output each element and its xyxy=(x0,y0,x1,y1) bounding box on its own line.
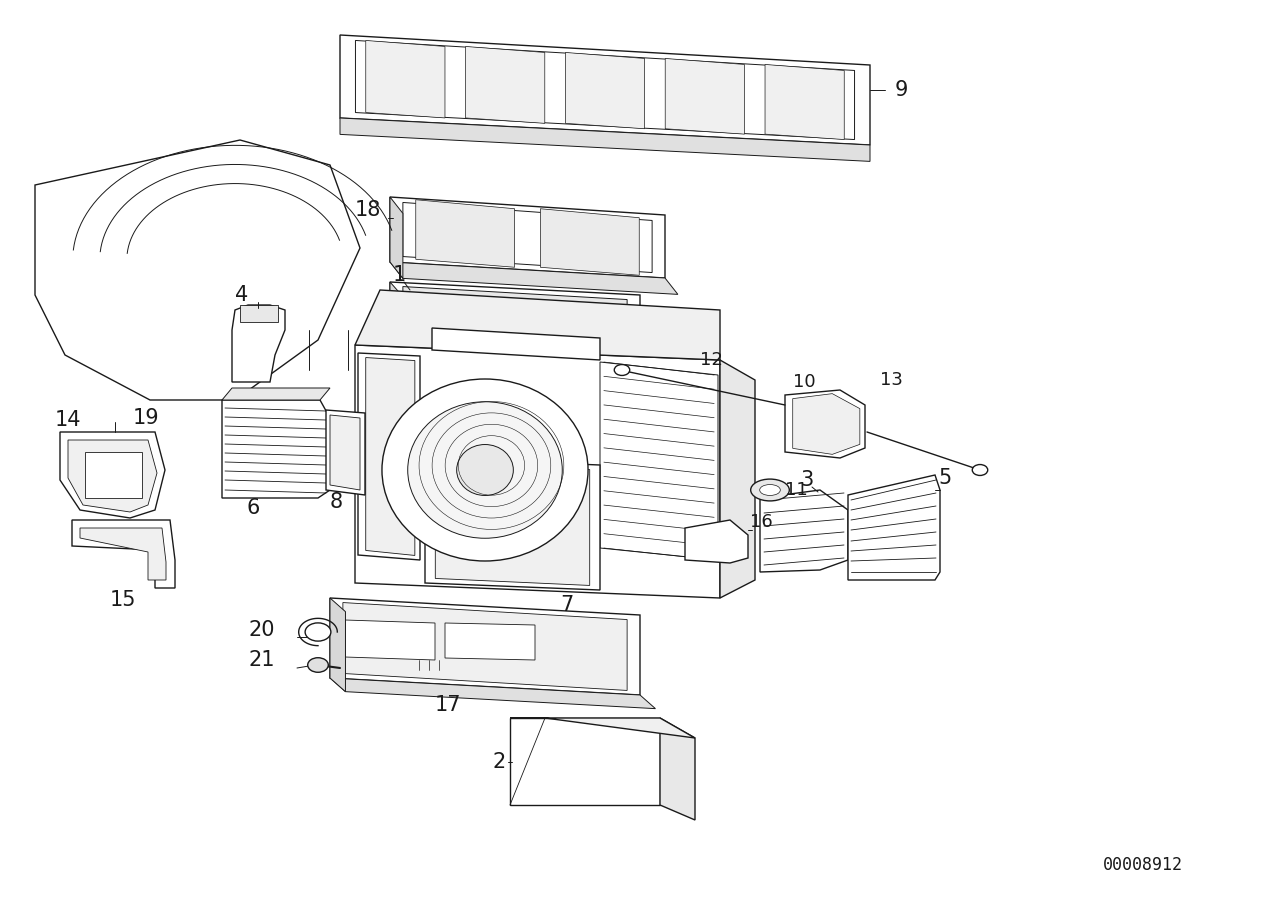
Polygon shape xyxy=(390,282,403,348)
Text: 16: 16 xyxy=(750,513,773,531)
Polygon shape xyxy=(390,197,403,278)
Polygon shape xyxy=(465,46,545,124)
Text: 14: 14 xyxy=(55,410,81,430)
Polygon shape xyxy=(510,718,659,805)
Ellipse shape xyxy=(305,623,331,642)
Polygon shape xyxy=(355,40,854,139)
Polygon shape xyxy=(35,140,361,400)
Polygon shape xyxy=(403,287,627,340)
Polygon shape xyxy=(68,440,157,512)
Text: 2: 2 xyxy=(492,752,505,772)
Polygon shape xyxy=(416,199,515,268)
Polygon shape xyxy=(390,262,677,294)
Text: 1: 1 xyxy=(393,265,406,285)
Ellipse shape xyxy=(751,479,790,501)
Polygon shape xyxy=(792,394,860,454)
Ellipse shape xyxy=(972,464,988,475)
Polygon shape xyxy=(80,528,166,580)
Ellipse shape xyxy=(760,484,781,495)
Polygon shape xyxy=(431,328,600,360)
Polygon shape xyxy=(765,65,844,139)
Polygon shape xyxy=(330,678,656,709)
Text: 12: 12 xyxy=(699,351,723,369)
Text: 10: 10 xyxy=(793,373,815,391)
Polygon shape xyxy=(340,35,869,145)
Ellipse shape xyxy=(457,444,514,495)
Ellipse shape xyxy=(383,379,589,561)
Text: 3: 3 xyxy=(800,470,813,490)
Polygon shape xyxy=(222,400,330,498)
Polygon shape xyxy=(760,490,848,572)
Text: 4: 4 xyxy=(234,285,249,305)
Polygon shape xyxy=(403,202,652,272)
Polygon shape xyxy=(358,353,420,560)
Polygon shape xyxy=(685,520,748,563)
Polygon shape xyxy=(541,208,639,275)
Polygon shape xyxy=(340,118,869,161)
Polygon shape xyxy=(510,718,696,738)
Polygon shape xyxy=(659,718,696,820)
Ellipse shape xyxy=(614,365,630,376)
Polygon shape xyxy=(222,388,330,400)
Text: 6: 6 xyxy=(247,498,260,518)
Text: 13: 13 xyxy=(880,371,903,389)
Text: 8: 8 xyxy=(330,492,343,512)
Polygon shape xyxy=(720,360,755,598)
Polygon shape xyxy=(240,305,278,322)
Polygon shape xyxy=(355,345,720,598)
Polygon shape xyxy=(61,432,165,518)
Polygon shape xyxy=(343,602,627,691)
Polygon shape xyxy=(366,40,444,118)
Polygon shape xyxy=(425,458,600,590)
Polygon shape xyxy=(390,197,665,278)
Polygon shape xyxy=(355,290,720,360)
Text: 9: 9 xyxy=(895,80,908,100)
Polygon shape xyxy=(330,598,345,692)
Polygon shape xyxy=(665,58,744,134)
Polygon shape xyxy=(390,282,640,345)
Polygon shape xyxy=(390,333,653,359)
Text: 19: 19 xyxy=(133,408,160,428)
Text: 17: 17 xyxy=(435,695,461,715)
Polygon shape xyxy=(444,623,535,660)
Polygon shape xyxy=(85,452,142,498)
Text: 18: 18 xyxy=(355,200,381,220)
Text: 00008912: 00008912 xyxy=(1103,855,1182,874)
Polygon shape xyxy=(232,305,285,382)
Text: 5: 5 xyxy=(938,468,952,488)
Polygon shape xyxy=(435,462,590,585)
Polygon shape xyxy=(600,362,717,560)
Text: 21: 21 xyxy=(249,650,274,670)
Ellipse shape xyxy=(408,401,563,538)
Text: 20: 20 xyxy=(249,620,274,640)
Polygon shape xyxy=(345,620,435,660)
Polygon shape xyxy=(330,598,640,695)
Polygon shape xyxy=(366,358,415,555)
Polygon shape xyxy=(848,475,940,580)
Ellipse shape xyxy=(308,658,328,672)
Polygon shape xyxy=(784,390,866,458)
Polygon shape xyxy=(326,410,365,495)
Text: 7: 7 xyxy=(560,595,573,615)
Polygon shape xyxy=(330,415,361,490)
Polygon shape xyxy=(565,53,644,128)
Polygon shape xyxy=(72,520,175,588)
Text: 15: 15 xyxy=(109,590,137,610)
Text: 11: 11 xyxy=(784,481,808,499)
